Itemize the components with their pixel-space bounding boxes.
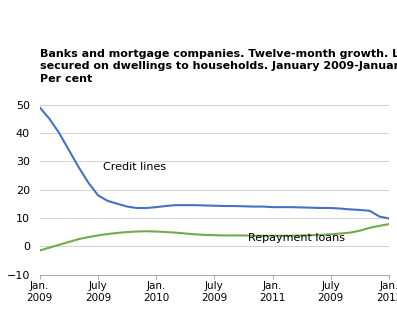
Text: Banks and mortgage companies. Twelve-month growth. Loan types
secured on dwellin: Banks and mortgage companies. Twelve-mon…	[40, 48, 397, 84]
Text: Credit lines: Credit lines	[103, 162, 166, 172]
Text: Repayment loans: Repayment loans	[249, 233, 345, 243]
